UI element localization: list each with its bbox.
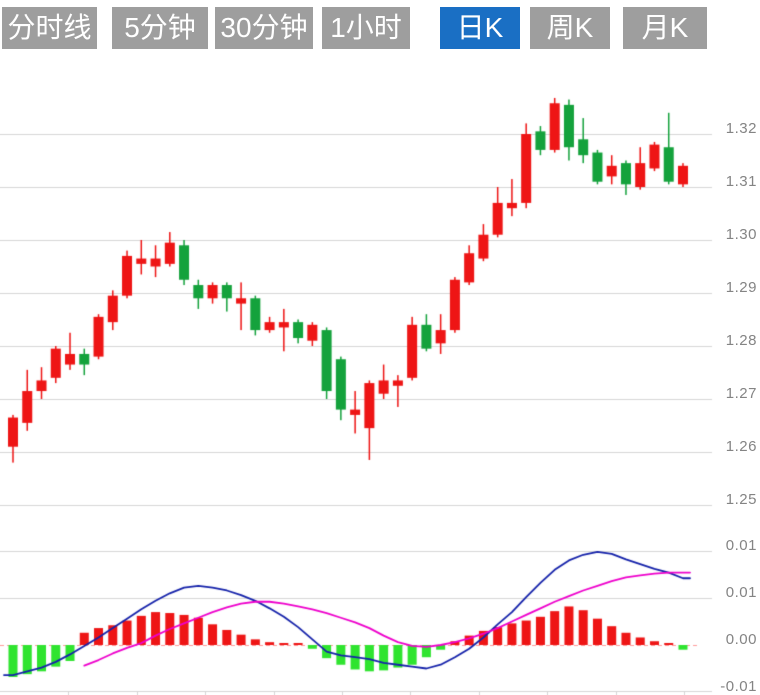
macd-axis-label: 0.01 xyxy=(725,537,757,554)
price-axis-label: 1.32 xyxy=(725,120,757,137)
period-toolbar: 分时线 5分钟 30分钟 1小时 日K 周K 月K xyxy=(0,0,760,56)
period-button-1hour[interactable]: 1小时 xyxy=(322,7,410,49)
period-button-30min[interactable]: 30分钟 xyxy=(215,7,313,49)
period-button-monthly-k[interactable]: 月K xyxy=(623,7,707,49)
price-axis-label: 1.29 xyxy=(725,279,757,296)
macd-axis-label: 0.00 xyxy=(725,631,757,648)
price-axis-label: 1.30 xyxy=(725,226,757,243)
macd-axis-label: -0.01 xyxy=(720,678,757,695)
macd-axis-label: 0.01 xyxy=(725,584,757,601)
period-button-timeline[interactable]: 分时线 xyxy=(2,7,97,49)
period-button-5min[interactable]: 5分钟 xyxy=(112,7,208,49)
price-axis-label: 1.28 xyxy=(725,332,757,349)
price-axis-label: 1.27 xyxy=(725,385,757,402)
period-button-daily-k[interactable]: 日K xyxy=(440,7,520,49)
price-axis-label: 1.26 xyxy=(725,438,757,455)
period-button-weekly-k[interactable]: 周K xyxy=(530,7,610,49)
price-axis-label: 1.25 xyxy=(725,491,757,508)
price-axis-label: 1.31 xyxy=(725,173,757,190)
